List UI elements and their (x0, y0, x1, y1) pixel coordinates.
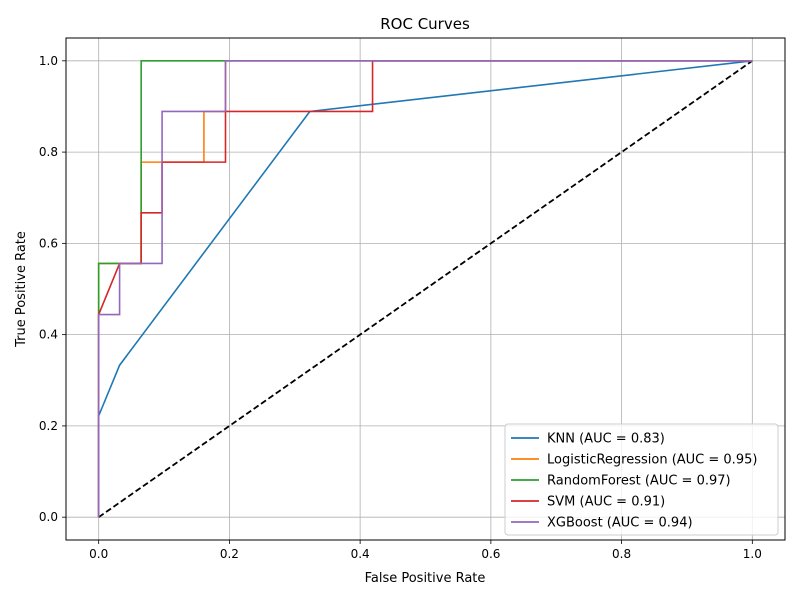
legend-label-randomforest: RandomForest (AUC = 0.97) (547, 474, 731, 489)
legend-label-svm: SVM (AUC = 0.91) (547, 495, 665, 510)
legend-label-logisticregression: LogisticRegression (AUC = 0.95) (547, 453, 757, 468)
series-layer (97, 60, 753, 518)
tick-layer: 0.0 0.2 0.4 0.6 0.8 1.0 0.0 0.2 0.4 0.6 0.8 1.0 (39, 54, 762, 561)
y-tick-label: 0.8 (39, 145, 58, 159)
plot-frame (65, 37, 786, 541)
x-tick-label: 0.0 (89, 547, 108, 561)
x-tick-label: 0.4 (351, 547, 370, 561)
y-tick-label: 0.0 (39, 510, 58, 524)
y-tick-label: 0.2 (39, 419, 58, 433)
x-tick-label: 0.8 (612, 547, 631, 561)
legend-label-xgboost: XGBoost (AUC = 0.94) (547, 516, 693, 531)
x-axis-label: False Positive Rate (365, 571, 486, 586)
x-tick-label: 0.6 (481, 547, 500, 561)
legend-items: KNN (AUC = 0.83) LogisticRegression (AUC … (511, 432, 757, 531)
y-tick-label: 0.6 (39, 236, 58, 250)
x-tick-label: 0.2 (220, 547, 239, 561)
y-tick-label: 1.0 (39, 54, 58, 68)
legend-label-knn: KNN (AUC = 0.83) (547, 432, 665, 447)
series-line-xgboost (97, 60, 753, 518)
x-tick-label: 1.0 (743, 547, 762, 561)
legend-box (504, 423, 779, 536)
chart-title: ROC Curves (380, 15, 470, 33)
y-axis-label: True Positive Rate (14, 231, 29, 348)
legend: KNN (AUC = 0.83) LogisticRegression (AUC … (504, 423, 779, 536)
chance-diagonal-line (98, 60, 753, 518)
y-tick-label: 0.4 (39, 328, 58, 342)
